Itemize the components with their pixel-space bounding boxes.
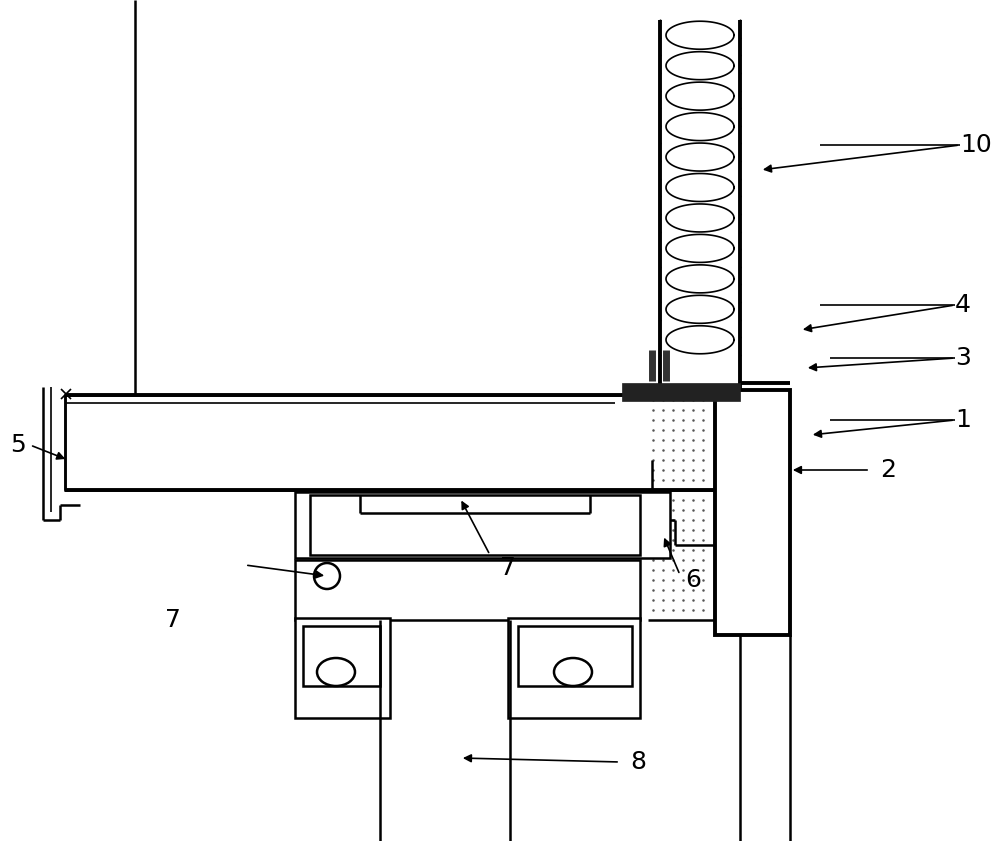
Text: 7: 7 (500, 556, 516, 580)
Text: 6: 6 (685, 568, 701, 592)
Ellipse shape (317, 658, 355, 686)
Bar (518, 626, 632, 686)
Ellipse shape (554, 658, 592, 686)
Circle shape (314, 563, 340, 589)
Text: 8: 8 (630, 750, 646, 774)
Bar (303, 626, 380, 686)
Text: 5: 5 (10, 433, 26, 457)
Text: 4: 4 (955, 293, 971, 317)
Bar (715, 390, 790, 635)
Text: 2: 2 (880, 458, 896, 482)
Bar (65, 395, 715, 490)
Bar (295, 560, 640, 620)
Text: 7: 7 (165, 608, 181, 632)
Bar (295, 492, 670, 558)
Bar (310, 495, 640, 555)
Text: 1: 1 (955, 408, 971, 432)
Text: 3: 3 (955, 346, 971, 370)
Bar (508, 618, 640, 718)
Bar (622, 383, 740, 401)
Bar (295, 618, 390, 718)
Text: 10: 10 (960, 133, 992, 157)
